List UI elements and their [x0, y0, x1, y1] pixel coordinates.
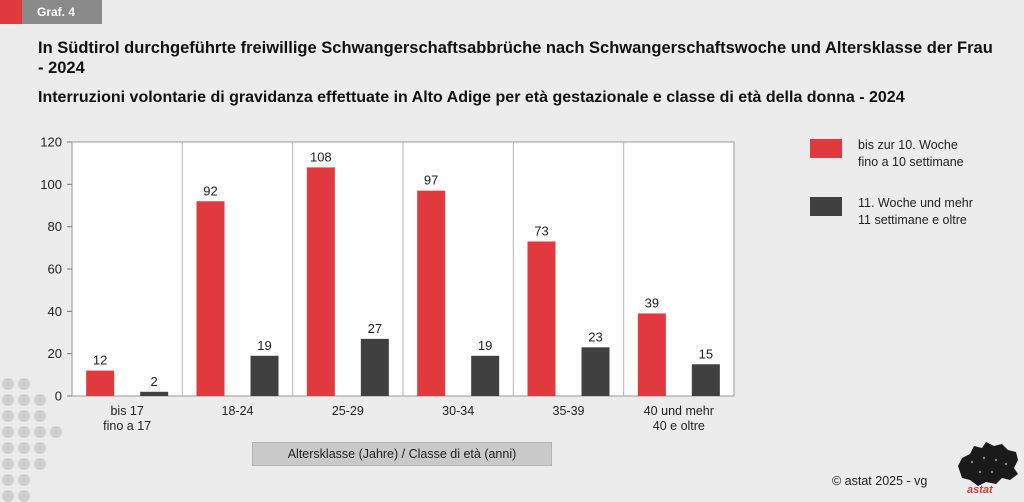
y-tick-label: 80 [48, 219, 62, 234]
decorative-dots [2, 378, 62, 502]
x-tick-label: bis 17 [110, 404, 143, 418]
legend-item-series1: bis zur 10. Woche fino a 10 settimane [810, 137, 964, 171]
x-tick-label: 35-39 [553, 404, 585, 418]
logo-text: astat [967, 484, 993, 496]
chart-title-it: Interruzioni volontarie di gravidanza ef… [38, 89, 905, 106]
bar-series2-4 [581, 347, 610, 396]
legend-swatch-series2 [810, 197, 842, 216]
data-label: 19 [257, 338, 271, 353]
legend-label-series1-it: fino a 10 settimane [858, 155, 964, 169]
legend-label-series2-it: 11 settimane e oltre [858, 213, 967, 227]
legend-label-series2-de: 11. Woche und mehr [858, 196, 973, 210]
x-tick-label: 30-34 [442, 404, 474, 418]
bar-series2-3 [471, 355, 500, 396]
astat-logo-icon [958, 442, 1018, 486]
chart-title-de: In Südtirol durchgeführte freiwillige Sc… [38, 39, 993, 77]
bar-series1-3 [417, 190, 446, 396]
bar-series1-5 [637, 313, 666, 396]
data-label: 97 [424, 173, 438, 188]
bar-series2-2 [360, 338, 389, 396]
bar-series1-0 [86, 370, 115, 396]
data-label: 92 [203, 183, 217, 198]
legend-label-series1: bis zur 10. Woche fino a 10 settimane [858, 137, 964, 171]
bar-series2-5 [691, 364, 720, 396]
y-tick-label: 60 [48, 262, 62, 277]
data-label: 2 [151, 374, 158, 389]
x-tick-label: 40 e oltre [653, 419, 705, 433]
data-label: 12 [93, 353, 107, 368]
legend-item-series2: 11. Woche und mehr 11 settimane e oltre [810, 195, 973, 229]
bar-series1-2 [306, 167, 335, 396]
copyright-text: © astat 2025 - vg [832, 474, 928, 488]
bar-series1-1 [196, 201, 225, 396]
legend-label-series1-de: bis zur 10. Woche [858, 138, 958, 152]
y-tick-label: 20 [48, 346, 62, 361]
data-label: 73 [534, 223, 548, 238]
data-label: 39 [645, 295, 659, 310]
badge-label: Graf. 4 [37, 5, 76, 19]
data-label: 19 [478, 338, 492, 353]
y-tick-label: 40 [48, 304, 62, 319]
x-tick-label: 25-29 [332, 404, 364, 418]
bar-series2-1 [250, 355, 279, 396]
bar-series2-0 [140, 391, 169, 396]
data-label: 27 [368, 321, 382, 336]
data-label: 15 [699, 346, 713, 361]
data-label: 108 [310, 149, 332, 164]
data-label: 23 [588, 329, 602, 344]
legend-label-series2: 11. Woche und mehr 11 settimane e oltre [858, 195, 973, 229]
y-tick-label: 120 [40, 135, 62, 150]
y-tick-label: 0 [55, 389, 62, 404]
graph-badge: Graf. 4 [0, 0, 102, 24]
x-tick-label: 18-24 [222, 404, 254, 418]
bar-series1-4 [527, 241, 556, 396]
x-tick-label: 40 und mehr [644, 404, 714, 418]
x-axis-title: Altersklasse (Jahre) / Classe di età (an… [252, 442, 552, 466]
legend-swatch-series1 [810, 139, 842, 158]
x-tick-label: fino a 17 [103, 419, 151, 433]
badge-accent [0, 0, 22, 24]
y-tick-label: 100 [40, 177, 62, 192]
